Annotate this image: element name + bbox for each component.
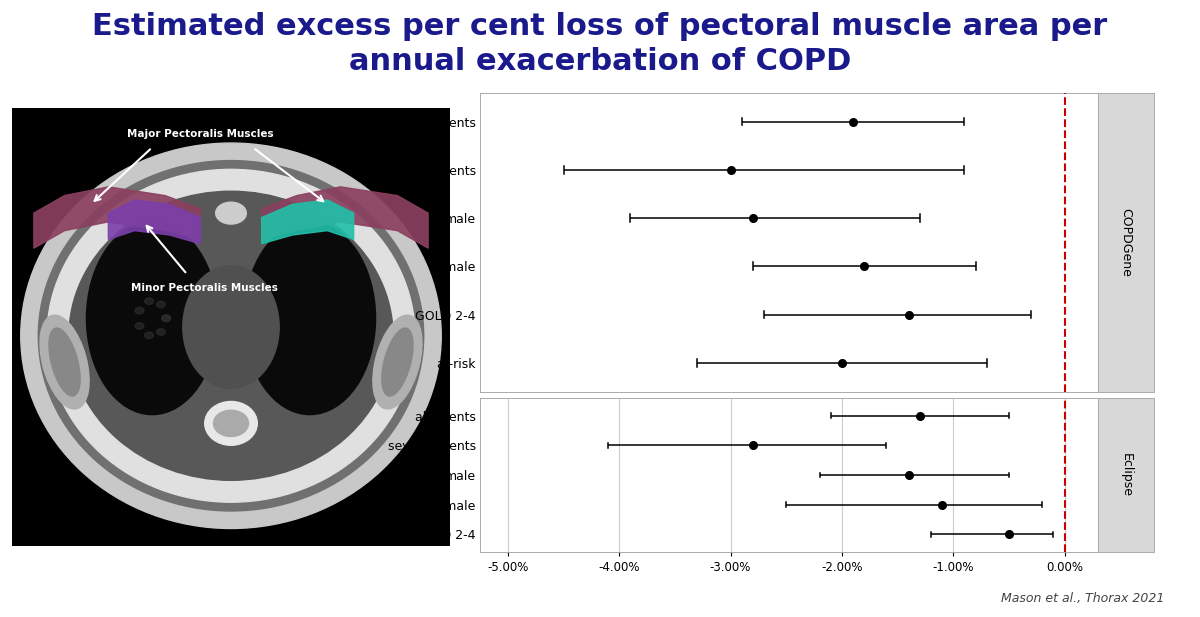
Polygon shape [34,187,200,248]
Ellipse shape [382,328,413,396]
Ellipse shape [244,222,376,415]
Ellipse shape [40,315,89,409]
Ellipse shape [162,315,170,321]
Ellipse shape [205,402,257,445]
Ellipse shape [20,143,442,529]
Ellipse shape [373,315,422,409]
Ellipse shape [145,332,154,339]
Text: COPDGene: COPDGene [1120,208,1133,276]
Ellipse shape [156,329,166,335]
Ellipse shape [182,266,280,388]
Ellipse shape [136,323,144,329]
Ellipse shape [68,191,394,480]
Ellipse shape [136,307,144,314]
Ellipse shape [216,202,246,224]
Text: Mason et al., Thorax 2021: Mason et al., Thorax 2021 [1001,592,1164,605]
Ellipse shape [145,298,154,304]
Ellipse shape [214,410,248,436]
Ellipse shape [162,315,170,321]
Text: Major Pectoralis Muscles: Major Pectoralis Muscles [127,129,274,139]
Polygon shape [262,200,354,244]
Ellipse shape [86,222,218,415]
Text: Estimated excess per cent loss of pectoral muscle area per
annual exacerbation o: Estimated excess per cent loss of pector… [92,12,1108,76]
Ellipse shape [47,169,415,502]
Text: Eclipse: Eclipse [1120,453,1133,497]
Polygon shape [262,187,428,248]
Ellipse shape [38,160,424,511]
Ellipse shape [49,328,80,396]
Text: Minor Pectoralis Muscles: Minor Pectoralis Muscles [131,283,278,293]
Ellipse shape [156,301,166,308]
Polygon shape [108,200,200,244]
